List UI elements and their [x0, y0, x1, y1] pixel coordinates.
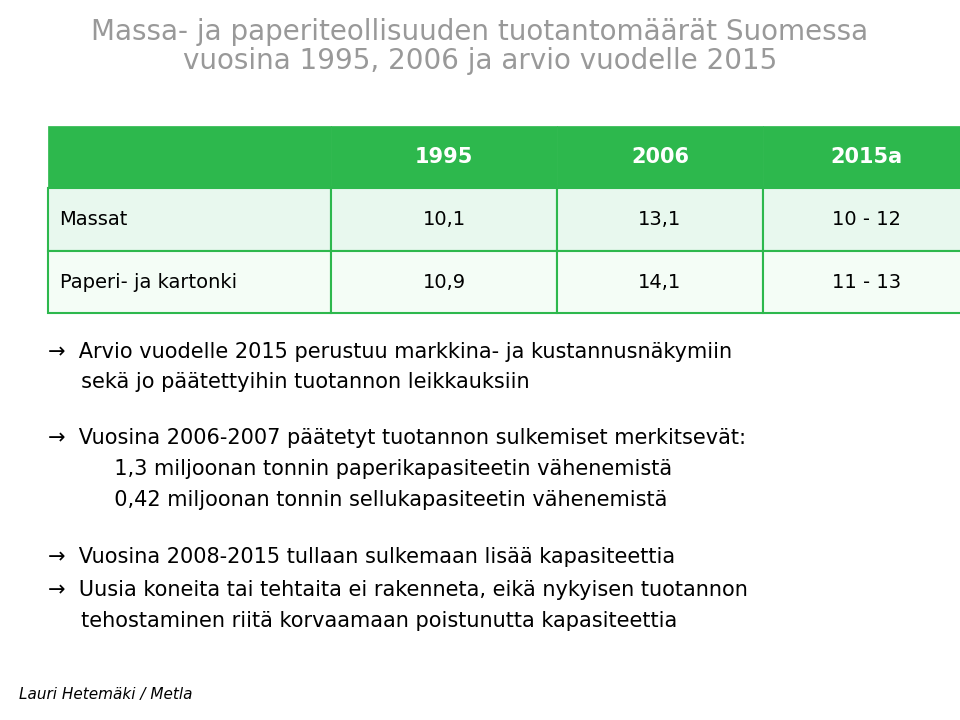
Text: vuosina 1995, 2006 ja arvio vuodelle 2015: vuosina 1995, 2006 ja arvio vuodelle 201…	[182, 47, 778, 75]
Text: 10,1: 10,1	[422, 210, 466, 229]
Text: →  Vuosina 2008-2015 tullaan sulkemaan lisää kapasiteettia: → Vuosina 2008-2015 tullaan sulkemaan li…	[48, 547, 675, 567]
FancyBboxPatch shape	[48, 251, 331, 313]
FancyBboxPatch shape	[763, 189, 960, 251]
FancyBboxPatch shape	[763, 126, 960, 189]
Text: 11 - 13: 11 - 13	[831, 272, 901, 292]
FancyBboxPatch shape	[331, 189, 557, 251]
Text: 2015a: 2015a	[830, 147, 902, 167]
Text: 1,3 miljoonan tonnin paperikapasiteetin vähenemistä: 1,3 miljoonan tonnin paperikapasiteetin …	[48, 459, 672, 480]
FancyBboxPatch shape	[557, 251, 763, 313]
Text: Massat: Massat	[60, 210, 128, 229]
FancyBboxPatch shape	[763, 251, 960, 313]
Text: 10 - 12: 10 - 12	[832, 210, 900, 229]
Text: 2006: 2006	[631, 147, 689, 167]
FancyBboxPatch shape	[48, 126, 331, 189]
Text: 10,9: 10,9	[422, 272, 466, 292]
FancyBboxPatch shape	[331, 126, 557, 189]
Text: →  Arvio vuodelle 2015 perustuu markkina- ja kustannusnäkymiin: → Arvio vuodelle 2015 perustuu markkina-…	[48, 342, 732, 362]
Text: →  Vuosina 2006-2007 päätetyt tuotannon sulkemiset merkitsevät:: → Vuosina 2006-2007 päätetyt tuotannon s…	[48, 428, 746, 449]
Text: sekä jo päätettyihin tuotannon leikkauksiin: sekä jo päätettyihin tuotannon leikkauks…	[48, 372, 530, 392]
FancyBboxPatch shape	[48, 189, 331, 251]
FancyBboxPatch shape	[331, 251, 557, 313]
Text: Lauri Hetemäki / Metla: Lauri Hetemäki / Metla	[19, 687, 193, 702]
Text: 0,42 miljoonan tonnin sellukapasiteetin vähenemistä: 0,42 miljoonan tonnin sellukapasiteetin …	[48, 490, 667, 510]
FancyBboxPatch shape	[557, 189, 763, 251]
Text: Paperi- ja kartonki: Paperi- ja kartonki	[60, 272, 237, 292]
Text: Massa- ja paperiteollisuuden tuotantomäärät Suomessa: Massa- ja paperiteollisuuden tuotantomää…	[91, 18, 869, 46]
Text: 14,1: 14,1	[638, 272, 682, 292]
Text: 13,1: 13,1	[638, 210, 682, 229]
Text: 1995: 1995	[415, 147, 473, 167]
Text: tehostaminen riitä korvaamaan poistunutta kapasiteettia: tehostaminen riitä korvaamaan poistunutt…	[48, 611, 677, 631]
FancyBboxPatch shape	[557, 126, 763, 189]
Text: →  Uusia koneita tai tehtaita ei rakenneta, eikä nykyisen tuotannon: → Uusia koneita tai tehtaita ei rakennet…	[48, 580, 748, 600]
